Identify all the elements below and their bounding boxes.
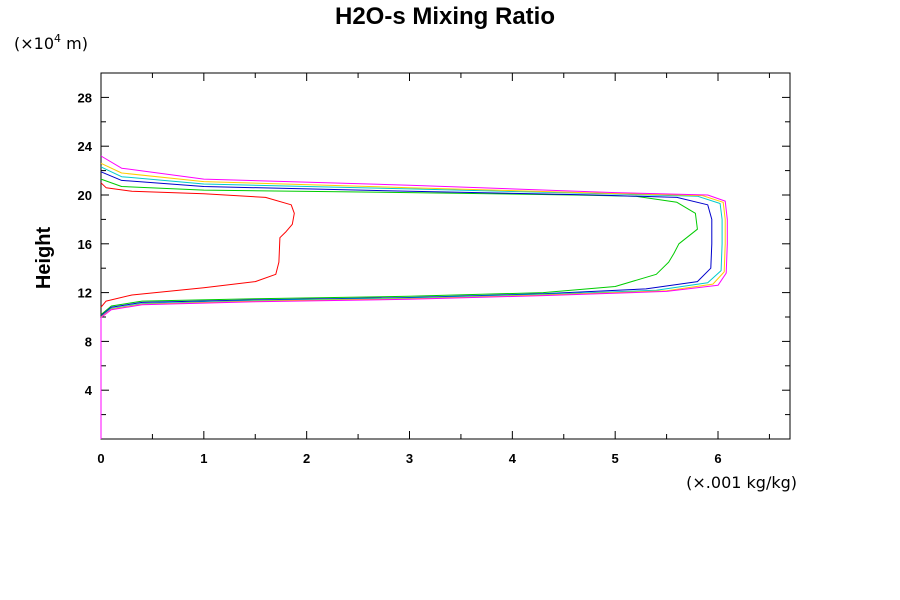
y-tick-label: 20 [78, 188, 92, 203]
x-tick-label: 6 [714, 451, 721, 466]
y-tick-label: 16 [78, 237, 92, 252]
x-tick-label: 5 [612, 451, 619, 466]
y-axis-label: Height [33, 227, 55, 290]
x-tick-label: 3 [406, 451, 413, 466]
y-tick-label: 24 [78, 139, 93, 154]
plot-frame [100, 72, 791, 440]
x-axis: 0 1 2 3 4 5 6 [97, 73, 770, 466]
y-tick-label: 8 [85, 334, 92, 349]
x-tick-label: 0 [97, 451, 104, 466]
plot-area [100, 155, 728, 439]
y-tick-label: 4 [85, 383, 93, 398]
y-tick-label: 28 [78, 90, 92, 105]
series-line-5 [100, 155, 728, 318]
x-tick-label: 4 [509, 451, 517, 466]
series-line-4 [100, 162, 726, 318]
y-axis-unit: (×104 m) [14, 32, 88, 53]
series-line-0 [100, 182, 295, 308]
x-axis-unit: (×.001 kg/kg) [686, 473, 797, 492]
y-tick-label: 12 [78, 286, 92, 301]
x-tick-label: 1 [200, 451, 207, 466]
x-tick-label: 2 [303, 451, 310, 466]
series-line-3 [100, 166, 723, 318]
chart-title: H2O-s Mixing Ratio [335, 3, 555, 30]
series-line-2 [100, 171, 713, 317]
series-line-1 [100, 178, 698, 315]
y-axis: 4 8 12 16 20 24 28 [78, 90, 790, 416]
